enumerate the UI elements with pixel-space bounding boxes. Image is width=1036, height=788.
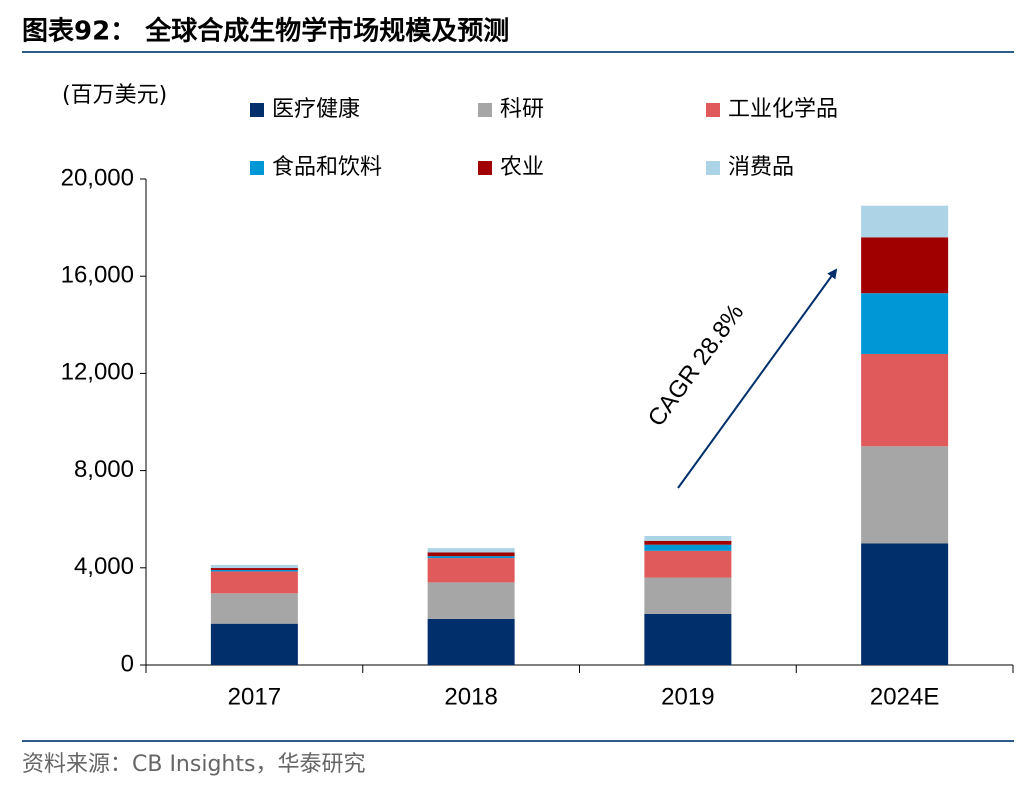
- legend-swatch: [478, 103, 492, 117]
- x-tick-label: 2024E: [870, 683, 939, 710]
- trend-arrow: [677, 268, 838, 489]
- bar-segment: [644, 544, 732, 551]
- legend-label: 工业化学品: [728, 97, 838, 122]
- bar-segment: [427, 548, 515, 553]
- x-tick-label: 2018: [444, 683, 497, 710]
- legend-swatch: [478, 161, 492, 175]
- bar-segment: [861, 446, 949, 544]
- bar-segment: [427, 558, 515, 583]
- chart-title: 图表92： 全球合成生物学市场规模及预测: [22, 16, 509, 47]
- bar-segment: [427, 582, 515, 619]
- legend-swatch: [706, 161, 720, 175]
- y-tick-label: 0: [121, 650, 134, 677]
- bar-segment: [644, 613, 732, 665]
- bar-segment: [427, 556, 515, 559]
- legend-label: 医疗健康: [272, 97, 360, 122]
- bar-segment: [861, 293, 949, 354]
- bar-segment: [427, 552, 515, 557]
- bar-segment: [644, 535, 732, 541]
- bar-segment: [210, 564, 298, 569]
- bar-segment: [210, 571, 298, 594]
- source-note: 资料来源：CB Insights，华泰研究: [22, 752, 365, 777]
- legend-swatch: [250, 103, 264, 117]
- bar-segment: [644, 577, 732, 614]
- bar-segment: [210, 593, 298, 624]
- x-tick-label: 2019: [661, 683, 714, 710]
- bar-segment: [861, 543, 949, 665]
- y-tick-label: 12,000: [61, 359, 134, 386]
- bar-segment: [861, 205, 949, 238]
- bar-segment: [427, 618, 515, 665]
- legend-label: 消费品: [728, 155, 794, 180]
- legend-label: 农业: [500, 155, 544, 180]
- bar-segment: [210, 568, 298, 570]
- bar-segment: [861, 353, 949, 447]
- y-axis-label: (百万美元): [62, 83, 167, 108]
- y-tick-label: 20,000: [61, 164, 134, 191]
- bar-segment: [861, 237, 949, 294]
- bar-segment: [210, 623, 298, 665]
- y-tick-label: 8,000: [74, 456, 134, 483]
- legend-label: 科研: [500, 97, 544, 122]
- legend-swatch: [706, 103, 720, 117]
- y-tick-label: 4,000: [74, 553, 134, 580]
- legend-swatch: [250, 161, 264, 175]
- y-tick-label: 16,000: [61, 262, 134, 289]
- bar-segment: [210, 569, 298, 572]
- bar-segment: [644, 550, 732, 578]
- bar-segment: [644, 540, 732, 545]
- legend-label: 食品和饮料: [272, 155, 382, 180]
- x-tick-label: 2017: [228, 683, 281, 710]
